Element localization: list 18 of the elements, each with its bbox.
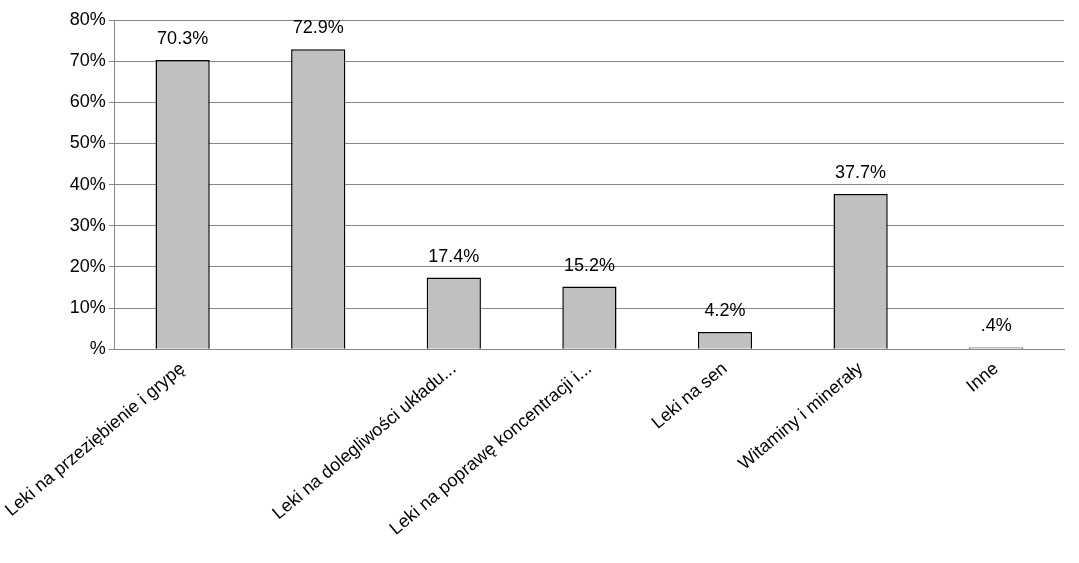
data-label: 4.2%	[704, 299, 746, 320]
y-tick-label: 10%	[69, 296, 106, 317]
y-tick-label: 50%	[69, 132, 106, 153]
data-label: 37.7%	[835, 162, 887, 183]
y-tick-label: %	[89, 338, 106, 359]
y-tick-label: 80%	[69, 8, 106, 29]
x-tick-label: Inne	[962, 357, 1002, 396]
data-label: .4%	[980, 315, 1012, 336]
y-tick-label: 60%	[69, 91, 106, 112]
y-tick-label: 40%	[69, 173, 106, 194]
x-tick-label: Leki na sen	[647, 357, 731, 433]
y-tick-label: 20%	[69, 255, 106, 276]
data-label: 72.9%	[292, 17, 344, 38]
data-label: 17.4%	[428, 245, 480, 266]
y-tick-label: 30%	[69, 214, 106, 235]
data-label: 15.2%	[563, 254, 615, 275]
y-tick-label: 70%	[69, 50, 106, 71]
data-label: 70.3%	[157, 27, 209, 48]
